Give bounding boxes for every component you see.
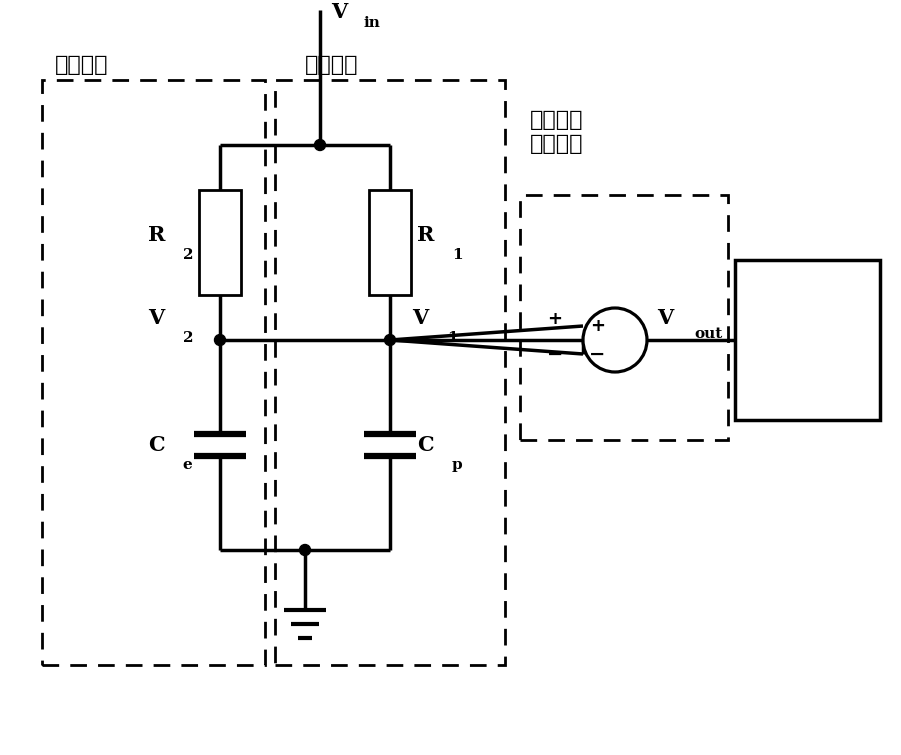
Text: V: V: [148, 308, 164, 328]
Bar: [275, 80, 505, 665]
Text: V: V: [412, 308, 428, 328]
Bar: [735, 260, 880, 420]
Text: C: C: [417, 435, 433, 455]
Bar: [369, 190, 411, 295]
Text: V: V: [657, 308, 673, 328]
Circle shape: [299, 544, 311, 556]
Circle shape: [385, 334, 396, 346]
Text: R: R: [417, 226, 434, 245]
Text: V: V: [331, 2, 347, 22]
Text: in: in: [363, 16, 380, 30]
Text: 等效电路: 等效电路: [55, 55, 108, 75]
Text: p: p: [452, 458, 462, 472]
Text: 压电信号
采集电路: 压电信号 采集电路: [530, 110, 584, 154]
Text: R: R: [148, 226, 166, 245]
Bar: [520, 195, 728, 440]
Circle shape: [214, 334, 225, 346]
Text: 1: 1: [452, 248, 462, 263]
Bar: [42, 80, 265, 665]
Text: −: −: [547, 344, 563, 363]
Text: out: out: [694, 327, 723, 341]
Text: C: C: [148, 435, 165, 455]
Circle shape: [583, 308, 647, 372]
Text: 1: 1: [447, 331, 458, 345]
Text: 数据
采集
系统: 数据 采集 系统: [794, 304, 821, 375]
Text: 喷头电路: 喷头电路: [305, 55, 359, 75]
Text: +: +: [548, 310, 562, 328]
Text: 2: 2: [183, 248, 194, 263]
Text: −: −: [589, 344, 605, 363]
Text: e: e: [182, 458, 192, 472]
Text: +: +: [590, 317, 605, 335]
Bar: [199, 190, 241, 295]
Circle shape: [314, 140, 325, 150]
Text: 2: 2: [183, 331, 194, 345]
